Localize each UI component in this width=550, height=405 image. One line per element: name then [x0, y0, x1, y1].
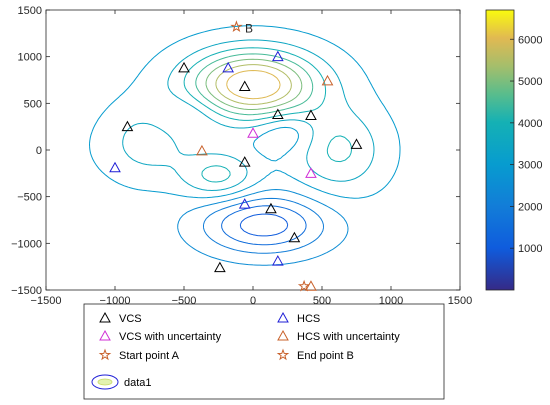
colorbar-tick-label: 3000 [518, 160, 542, 172]
contour-lines [89, 25, 401, 266]
marker-hcs-with-uncertainty-1 [196, 144, 208, 156]
marker-hcs-4 [271, 255, 284, 266]
x-tick-label: 0 [250, 295, 256, 307]
marker-vcs-5 [350, 138, 363, 149]
contour-level-4000 [183, 47, 352, 183]
legend-marker-start-point-a [98, 348, 112, 361]
colorbar-tick-label: 1000 [518, 243, 542, 255]
marker-vcs-3 [305, 109, 317, 120]
y-tick-label: −500 [17, 192, 42, 204]
y-tick-label: −1500 [11, 285, 42, 297]
contour-level-1000 [239, 213, 289, 237]
x-axis-ticks: −1500 −1000 −500 0 500 1000 1500 [31, 10, 472, 307]
x-tick-label: −1500 [31, 295, 62, 307]
contour-level-6000 [226, 70, 281, 100]
plot-frame [45, 9, 461, 291]
contour-level-3500 [122, 39, 375, 191]
x-tick-label: 1500 [448, 295, 472, 307]
legend: VCS HCS VCS with uncertainty HCS with uncer… [83, 303, 445, 400]
colorbar-tick-label: 5000 [518, 76, 542, 88]
legend-contour-inner [97, 378, 113, 386]
marker-vcs-with-uncertainty-0 [247, 127, 259, 138]
data-markers [109, 20, 363, 292]
marker-start-point-a-0 [297, 279, 311, 292]
legend-label-data1: data1 [124, 377, 152, 389]
marker-vcs-0 [178, 61, 190, 73]
contour-level-3000 [89, 25, 401, 199]
marker-vcs-6 [238, 156, 251, 167]
colorbar-gradient [485, 9, 515, 291]
legend-label-vcs: VCS [119, 313, 142, 325]
y-tick-label: 1500 [18, 5, 42, 17]
colorbar: 6000 5000 4000 3000 2000 1000 [485, 9, 542, 291]
marker-vcs-with-uncertainty-1 [305, 167, 317, 178]
y-tick-label: 0 [36, 145, 42, 157]
marker-vcs-7 [265, 202, 277, 214]
marker-hcs-with-uncertainty-2 [305, 280, 317, 291]
legend-label-vcs-with-uncertainty: VCS with uncertainty [119, 331, 222, 343]
marker-vcs-9 [214, 261, 226, 273]
legend-marker-vcs [99, 311, 111, 323]
legend-marker-data1 [91, 374, 119, 390]
marker-hcs-1 [271, 50, 284, 62]
legend-box [83, 303, 445, 400]
legend-label-start-point-a: Start point A [119, 350, 180, 362]
legend-marker-vcs-with-uncertainty [99, 329, 111, 341]
colorbar-tick-label: 4000 [518, 118, 542, 130]
marker-vcs-1 [238, 80, 251, 92]
legend-label-hcs: HCS [297, 313, 320, 325]
marker-hcs-0 [222, 61, 235, 73]
marker-hcs-2 [109, 161, 121, 173]
marker-vcs-4 [121, 120, 134, 132]
colorbar-tick-label: 2000 [518, 201, 542, 213]
contour-level-1500 [221, 205, 307, 246]
contour-level-4500 [195, 53, 314, 116]
y-tick-label: −1000 [11, 238, 42, 250]
colorbar-tick-label: 6000 [518, 34, 542, 46]
legend-label-hcs-with-uncertainty: HCS with uncertainty [297, 331, 400, 343]
y-tick-label: 1000 [18, 52, 42, 64]
legend-marker-end-point-b [276, 348, 290, 361]
marker-vcs-8 [288, 231, 301, 243]
legend-label-end-point-b: End point B [297, 350, 354, 362]
marker-hcs-with-uncertainty-0 [321, 74, 334, 86]
legend-marker-hcs-with-uncertainty [277, 329, 289, 341]
contour-level-2000 [203, 197, 324, 254]
legend-marker-hcs [277, 311, 289, 323]
contour-level-5000 [205, 58, 303, 110]
contour-level-5500 [215, 64, 292, 105]
marker-vcs-2 [271, 108, 284, 120]
y-tick-label: 500 [24, 98, 42, 110]
annotation-label-b: B [245, 22, 253, 36]
marker-hcs-3 [238, 198, 251, 209]
y-axis-ticks: 1500 1000 500 0 −500 −1000 −1500 [11, 5, 460, 297]
marker-end-point-b-0 [230, 20, 243, 33]
